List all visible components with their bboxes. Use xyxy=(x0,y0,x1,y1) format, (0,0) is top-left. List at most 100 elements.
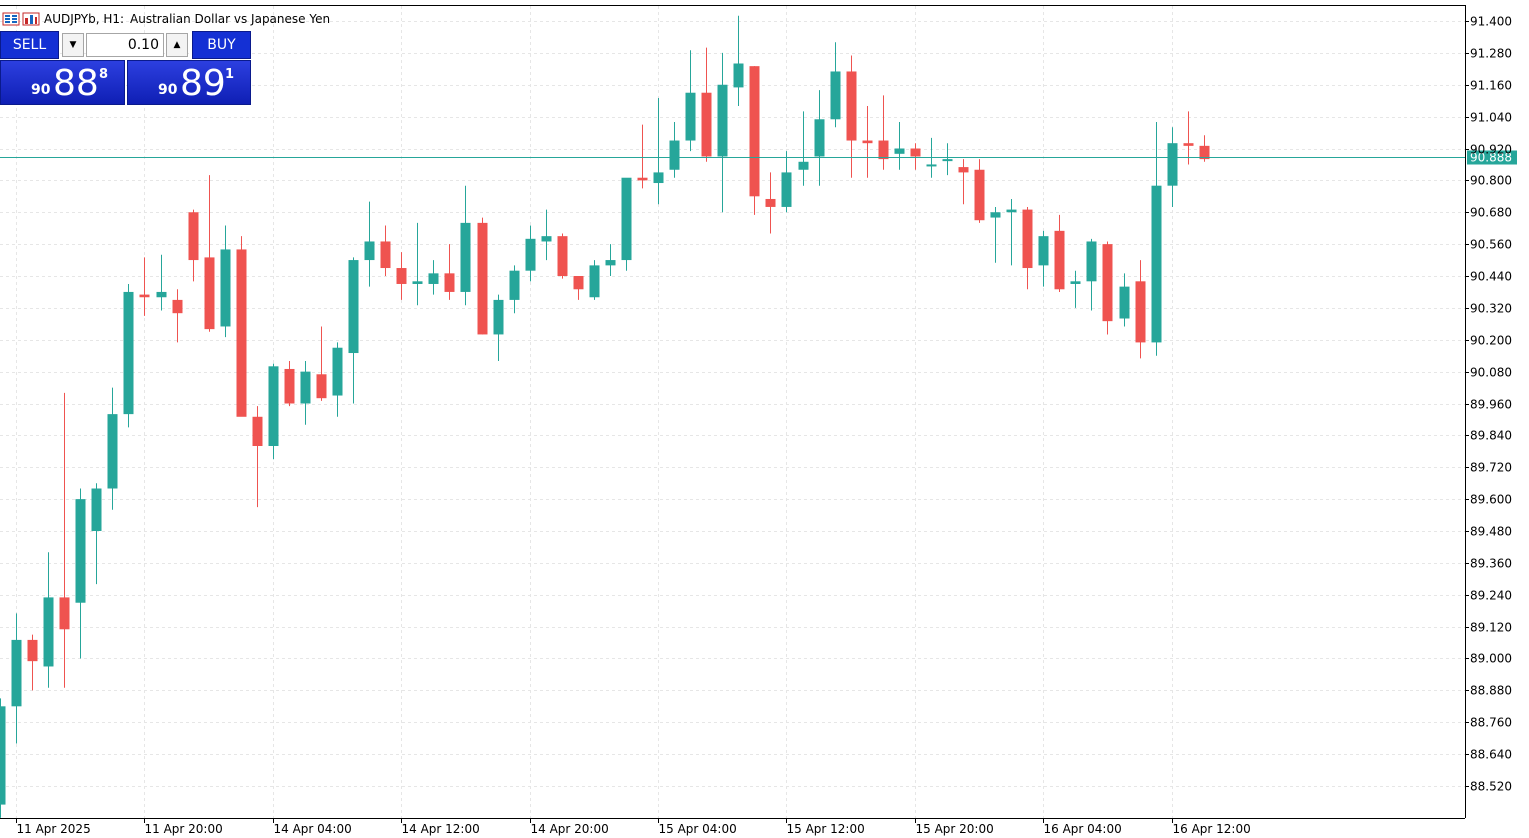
candle xyxy=(1102,241,1113,335)
candle xyxy=(460,185,471,306)
candle-body xyxy=(685,92,696,141)
candle-body xyxy=(332,347,343,396)
current-price-badge xyxy=(1467,150,1517,165)
candle xyxy=(412,222,423,306)
x-tick-label: 14 Apr 04:00 xyxy=(274,822,352,836)
candle xyxy=(107,387,118,510)
candle-body xyxy=(573,276,584,290)
candle-body xyxy=(107,414,118,489)
symbol-timeframe: AUDJPYb, H1: xyxy=(44,12,125,26)
candle xyxy=(509,265,520,314)
candle-body xyxy=(749,66,760,197)
candle-body xyxy=(252,416,263,446)
y-tick-label: 89.480 xyxy=(1470,525,1512,539)
chart-window-icon[interactable] xyxy=(2,12,20,26)
candle xyxy=(685,50,696,152)
candle-body xyxy=(974,169,985,221)
candle xyxy=(220,225,231,338)
candle xyxy=(1183,111,1194,165)
candle-body xyxy=(316,374,327,399)
volume-decrease-button[interactable]: ▼ xyxy=(62,33,84,57)
candle xyxy=(862,106,873,178)
candle-body xyxy=(798,161,809,170)
x-tick-label: 11 Apr 20:00 xyxy=(145,822,223,836)
candle xyxy=(123,283,134,428)
candle xyxy=(139,257,150,316)
y-tick-label: 90.560 xyxy=(1470,238,1512,252)
candle-body xyxy=(204,257,215,330)
sell-price-quote[interactable]: 90 88 8 xyxy=(0,60,125,105)
candle-body xyxy=(220,249,231,327)
grid xyxy=(0,6,1465,818)
candle-body xyxy=(11,639,22,707)
candle-body xyxy=(1086,241,1097,282)
candle xyxy=(27,634,38,691)
candle xyxy=(268,363,279,460)
candle xyxy=(1151,121,1162,356)
candle xyxy=(380,225,391,276)
candle xyxy=(669,121,680,178)
y-tick-label: 90.080 xyxy=(1470,366,1512,380)
candle xyxy=(477,217,488,335)
price-axis[interactable]: 91.400 91.280 91.160 91.040 90.920 90.800 90.6… xyxy=(1465,15,1512,794)
buy-price-point: 1 xyxy=(225,67,235,82)
candle xyxy=(348,257,359,404)
candle xyxy=(525,225,536,282)
candle xyxy=(1119,273,1130,327)
candle-body xyxy=(781,172,792,207)
candle-body xyxy=(1102,244,1113,322)
candle-body xyxy=(300,371,311,404)
candle xyxy=(75,488,86,659)
candle-body xyxy=(589,265,600,298)
candle xyxy=(204,175,215,332)
candle xyxy=(1054,214,1065,292)
y-tick-label: 88.880 xyxy=(1470,684,1512,698)
buy-price-quote[interactable]: 90 89 1 xyxy=(127,60,251,105)
candle xyxy=(1022,206,1033,290)
candle-body xyxy=(557,236,568,276)
y-tick-label: 91.280 xyxy=(1470,47,1512,61)
x-tick-label: 11 Apr 2025 xyxy=(17,822,91,836)
sell-button[interactable]: SELL xyxy=(0,31,59,59)
one-click-trade-panel: SELL ▼ ▲ BUY 90 88 8 90 89 1 xyxy=(0,31,251,105)
candle-body xyxy=(990,212,1001,218)
volume-increase-button[interactable]: ▲ xyxy=(166,33,188,57)
candle-body xyxy=(862,140,873,144)
candle xyxy=(252,406,263,508)
candle-body xyxy=(188,212,199,261)
x-tick-label: 15 Apr 12:00 xyxy=(787,822,865,836)
candle xyxy=(1086,238,1097,311)
candle xyxy=(493,294,504,361)
y-tick-label: 88.640 xyxy=(1470,748,1512,762)
candle-body xyxy=(460,222,471,292)
candle xyxy=(11,613,22,744)
candle-body xyxy=(605,260,616,266)
candle-body xyxy=(444,273,455,292)
candle-body xyxy=(59,597,70,630)
buy-button[interactable]: BUY xyxy=(192,31,251,59)
candle-body xyxy=(1070,281,1081,284)
time-axis[interactable]: 11 Apr 2025 11 Apr 20:00 14 Apr 04:00 14 Ap… xyxy=(16,818,1251,836)
candle-body xyxy=(910,148,921,157)
chart-frame xyxy=(0,5,1466,819)
candle xyxy=(396,252,407,300)
candle-body xyxy=(91,488,102,531)
candle-body xyxy=(669,140,680,170)
y-tick-label: 88.520 xyxy=(1470,780,1512,794)
candle xyxy=(765,172,776,234)
y-tick-label: 89.840 xyxy=(1470,429,1512,443)
candle-body xyxy=(43,597,54,667)
candle-body xyxy=(380,241,391,269)
sell-price-prefix: 90 xyxy=(31,82,51,98)
candle xyxy=(1070,270,1081,308)
candle xyxy=(990,206,1001,263)
candle xyxy=(236,236,247,417)
candle xyxy=(1167,127,1178,207)
y-tick-label: 90.800 xyxy=(1470,174,1512,188)
candle xyxy=(814,90,825,186)
volume-input[interactable] xyxy=(86,33,164,57)
one-click-trading-icon[interactable] xyxy=(22,12,40,26)
x-tick-label: 15 Apr 04:00 xyxy=(659,822,737,836)
y-tick-label: 90.320 xyxy=(1470,302,1512,316)
